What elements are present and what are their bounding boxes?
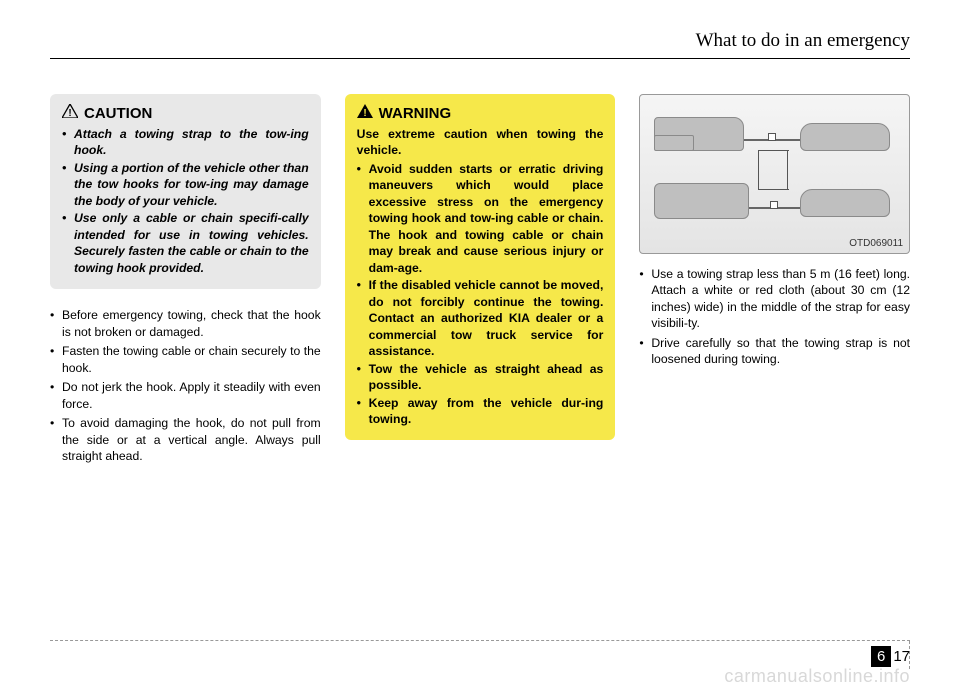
page-header: What to do in an emergency [50, 30, 910, 59]
towed-car2-icon [800, 189, 890, 217]
list-item: Do not jerk the hook. Apply it steadily … [50, 379, 321, 412]
list-item: To avoid damaging the hook, do not pull … [50, 415, 321, 464]
caution-item: Using a portion of the vehicle other tha… [62, 160, 309, 209]
section-number: 6 [871, 646, 891, 667]
svg-text:!: ! [68, 108, 71, 118]
warning-item: Avoid sudden starts or erratic driving m… [357, 161, 604, 276]
manual-page: What to do in an emergency ! CAUTION Att… [0, 0, 960, 689]
page-num: 17 [893, 648, 910, 665]
warning-item: If the disabled vehicle cannot be moved,… [357, 277, 604, 359]
content-columns: ! CAUTION Attach a towing strap to the t… [50, 94, 910, 467]
caution-title-row: ! CAUTION [62, 104, 309, 122]
caution-icon: ! [62, 104, 78, 122]
page-number: 617 [871, 648, 910, 665]
crop-mark-h [50, 640, 910, 641]
warning-box: ! WARNING Use extreme caution when towin… [345, 94, 616, 440]
towed-car-icon [800, 123, 890, 151]
list-item: Fasten the towing cable or chain securel… [50, 343, 321, 376]
warning-item: Tow the vehicle as straight ahead as pos… [357, 361, 604, 394]
list-item: Drive carefully so that the towing strap… [639, 335, 910, 368]
figure-label: OTD069011 [849, 238, 903, 249]
towing-figure: OTD069011 [639, 94, 910, 254]
strap-flag-icon [768, 133, 776, 141]
tow-suv-icon [654, 183, 749, 219]
strap-flag2-icon [770, 201, 778, 209]
caution-title: CAUTION [84, 105, 152, 122]
watermark: carmanualsonline.info [724, 666, 910, 687]
column-3: OTD069011 Use a towing strap less than 5… [639, 94, 910, 467]
caution-box: ! CAUTION Attach a towing strap to the t… [50, 94, 321, 289]
warning-list: Avoid sudden starts or erratic driving m… [357, 161, 604, 428]
warning-title-row: ! WARNING [357, 104, 604, 122]
warning-lead: Use extreme caution when towing the vehi… [357, 126, 604, 159]
list-item: Use a towing strap less than 5 m (16 fee… [639, 266, 910, 332]
caution-item: Attach a towing strap to the tow-ing hoo… [62, 126, 309, 159]
col1-body-list: Before emergency towing, check that the … [50, 307, 321, 464]
warning-title: WARNING [379, 105, 452, 122]
tow-truck-cab-icon [654, 135, 694, 151]
warning-item: Keep away from the vehicle dur-ing towin… [357, 395, 604, 428]
dimension-line-icon [758, 150, 788, 190]
col3-body-list: Use a towing strap less than 5 m (16 fee… [639, 266, 910, 368]
caution-list: Attach a towing strap to the tow-ing hoo… [62, 126, 309, 276]
column-1: ! CAUTION Attach a towing strap to the t… [50, 94, 321, 467]
svg-text:!: ! [363, 108, 366, 118]
caution-item: Use only a cable or chain specifi-cally … [62, 210, 309, 276]
warning-icon: ! [357, 104, 373, 122]
list-item: Before emergency towing, check that the … [50, 307, 321, 340]
column-2: ! WARNING Use extreme caution when towin… [345, 94, 616, 467]
